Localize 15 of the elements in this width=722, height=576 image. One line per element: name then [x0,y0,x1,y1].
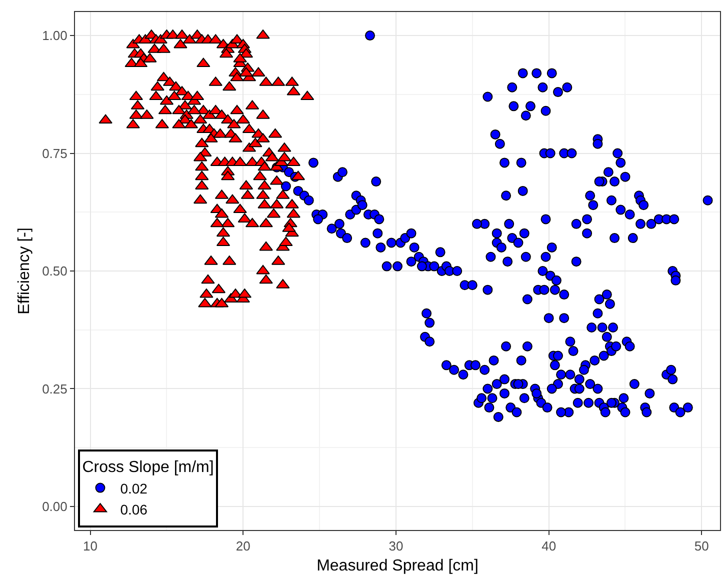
y-axis-title: Efficiency [-] [16,228,33,314]
x-tick-label: 30 [388,538,404,554]
y-tick-label: 0.00 [42,499,68,514]
x-tick-label: 50 [694,538,709,554]
y-tick-label: 0.50 [42,264,68,279]
x-tick-label: 40 [542,538,556,554]
x-axis-title: Measured Spread [cm] [316,557,478,574]
y-tick-label: 1.00 [42,28,68,44]
legend-label: 0.02 [120,480,148,496]
y-tick-label: 0.75 [42,146,68,161]
legend-title: Cross Slope [m/m] [82,459,214,476]
x-tick-label: 20 [236,538,250,554]
y-tick-label: 0.25 [42,381,68,396]
legend-label: 0.06 [120,501,148,518]
x-tick-label: 10 [83,538,98,554]
